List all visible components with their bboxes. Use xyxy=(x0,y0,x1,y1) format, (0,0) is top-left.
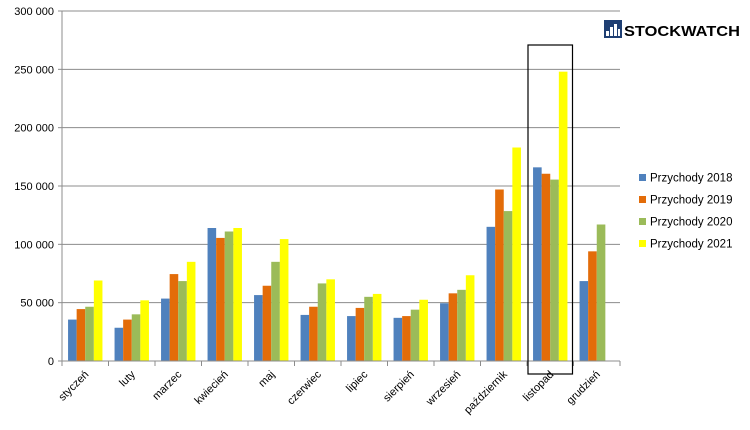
legend-label: Przychody 2019 xyxy=(650,195,732,207)
bar xyxy=(186,261,196,361)
bar xyxy=(271,261,280,361)
bar xyxy=(457,289,466,361)
highlight-rect xyxy=(527,44,574,375)
legend-swatch xyxy=(639,174,646,181)
bar xyxy=(355,307,365,361)
bar xyxy=(93,280,103,361)
bar xyxy=(495,189,504,361)
bar xyxy=(588,251,597,361)
bar xyxy=(512,147,521,361)
y-tick-label: 100 000 xyxy=(14,239,54,251)
bar xyxy=(131,314,141,361)
bar xyxy=(300,314,310,361)
bar xyxy=(254,295,263,361)
legend-swatch xyxy=(639,218,646,225)
x-tick-label: czerwiec xyxy=(285,368,324,407)
x-axis: styczeń luty marzec kwiecień maj czerwiec lipi… xyxy=(57,360,621,416)
bar xyxy=(393,317,403,361)
bar xyxy=(68,319,77,361)
legend-swatch xyxy=(639,196,646,203)
legend-label: Przychody 2021 xyxy=(650,239,732,251)
gridlines xyxy=(62,10,620,304)
bar xyxy=(279,239,289,361)
bar xyxy=(76,309,86,361)
bar xyxy=(550,179,559,361)
bar xyxy=(123,319,132,361)
x-tick-label: styczeń xyxy=(57,369,92,404)
bar xyxy=(579,281,589,361)
bar xyxy=(317,283,327,361)
bar xyxy=(596,224,606,361)
logo-icon-bar xyxy=(614,24,617,36)
x-tick-label: wrzesień xyxy=(423,369,463,409)
bar xyxy=(207,228,217,361)
y-tick-label: 150 000 xyxy=(14,181,54,193)
bar xyxy=(85,306,94,361)
logo-icon-bar xyxy=(618,29,620,36)
bar xyxy=(558,71,568,362)
highlight-box xyxy=(527,44,574,375)
y-tick-label: 0 xyxy=(48,356,54,368)
logo-icon-bar xyxy=(610,27,613,36)
x-tick-label: kwiecień xyxy=(193,369,231,407)
bar xyxy=(503,211,513,361)
bar xyxy=(440,303,449,361)
y-tick-label: 50 000 xyxy=(20,298,54,310)
bar xyxy=(364,296,373,361)
bar xyxy=(216,237,225,361)
bar xyxy=(309,306,318,361)
legend-label: Przychody 2020 xyxy=(650,217,732,229)
bar xyxy=(169,274,179,361)
legend-label: Przychody 2018 xyxy=(650,173,732,185)
bar xyxy=(161,298,170,361)
bar xyxy=(486,226,496,361)
y-axis: 0 50 000 100 000 150 000 200 000 250 000 300 0… xyxy=(14,6,63,368)
y-tick-label: 300 000 xyxy=(14,6,54,18)
bars xyxy=(68,71,606,362)
x-tick-label: październik xyxy=(462,368,510,416)
bar xyxy=(140,300,149,361)
bar xyxy=(372,293,382,361)
bar xyxy=(533,167,542,361)
bar xyxy=(233,228,242,361)
bar xyxy=(448,293,458,361)
x-tick-label: marzec xyxy=(150,368,184,402)
bar xyxy=(347,316,356,361)
y-tick-label: 200 000 xyxy=(14,123,54,135)
logo-text: STOCKWATCH xyxy=(624,23,740,40)
x-tick-label: lipiec xyxy=(344,368,371,395)
bar xyxy=(262,285,272,361)
bar xyxy=(410,309,420,361)
bar xyxy=(419,299,428,361)
bar xyxy=(465,275,475,361)
legend: Przychody 2018 Przychody 2019 Przychody 20… xyxy=(639,173,732,251)
bar xyxy=(114,327,124,361)
y-tick-label: 250 000 xyxy=(14,64,54,76)
bar xyxy=(326,279,335,361)
stockwatch-logo: STOCKWATCH xyxy=(604,20,740,40)
x-tick-label: luty xyxy=(117,368,138,389)
bar xyxy=(224,231,234,361)
x-tick-label: sierpień xyxy=(381,369,417,405)
x-tick-label: maj xyxy=(256,369,277,390)
bar xyxy=(541,173,551,361)
bar xyxy=(178,281,187,361)
logo-icon-bar xyxy=(606,31,609,36)
bar xyxy=(402,316,411,361)
legend-swatch xyxy=(639,240,646,247)
